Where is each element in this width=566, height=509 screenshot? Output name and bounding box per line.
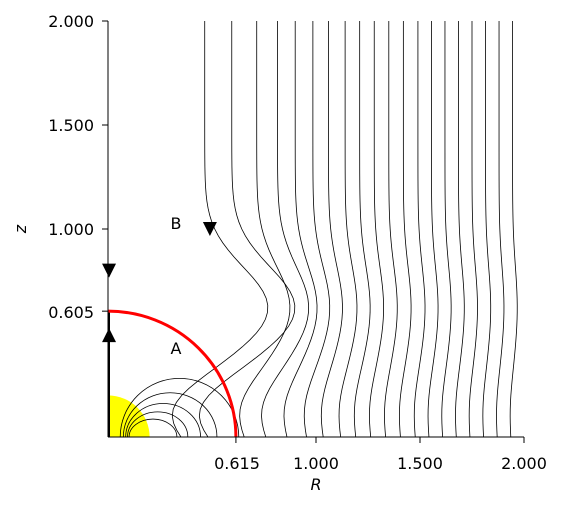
open-field-line-9 bbox=[369, 21, 385, 437]
x-tick-label-1500: 1.500 bbox=[397, 454, 443, 473]
x-tick-label-2000: 2.000 bbox=[501, 454, 547, 473]
annotation-b: B bbox=[171, 214, 182, 233]
direction-arrow-0 bbox=[202, 222, 217, 236]
x-tick-label-0615: 0.615 bbox=[214, 454, 260, 473]
open-field-line-8 bbox=[353, 21, 371, 437]
y-tick-label-2000: 2.000 bbox=[48, 12, 94, 31]
closed-field-loop-1 bbox=[127, 411, 189, 437]
annotation-a: A bbox=[171, 339, 182, 358]
open-field-line-2 bbox=[239, 21, 291, 437]
open-field-line-19 bbox=[509, 21, 518, 437]
y-tick-label-1000: 1.000 bbox=[48, 220, 94, 239]
open-field-line-12 bbox=[413, 21, 426, 437]
open-field-line-11 bbox=[398, 21, 412, 437]
open-field-line-3 bbox=[261, 21, 310, 437]
closed-field-loop-3 bbox=[122, 392, 218, 437]
plot-clipped-group bbox=[108, 21, 518, 437]
open-field-line-7 bbox=[338, 21, 358, 437]
y-tick-label-1500: 1.500 bbox=[48, 116, 94, 135]
y-tick-label-0605: 0.605 bbox=[48, 303, 94, 322]
closed-field-loop-0 bbox=[128, 418, 178, 437]
open-field-line-17 bbox=[482, 21, 492, 437]
closed-field-loop-2 bbox=[125, 403, 201, 437]
open-field-line-4 bbox=[283, 21, 318, 437]
x-axis-label: R bbox=[310, 475, 321, 494]
plot-area bbox=[102, 21, 518, 437]
y-axis-label: z bbox=[11, 224, 30, 234]
direction-arrow-1 bbox=[102, 263, 117, 278]
open-field-line-16 bbox=[468, 21, 478, 437]
red-boundary-arc bbox=[108, 309, 238, 437]
x-tick-label-1000: 1.000 bbox=[293, 454, 339, 473]
open-field-line-14 bbox=[441, 21, 452, 437]
direction-arrow-2 bbox=[102, 328, 117, 343]
open-field-line-18 bbox=[496, 21, 505, 437]
open-field-line-6 bbox=[320, 21, 343, 437]
open-field-line-15 bbox=[455, 21, 465, 437]
open-field-line-1 bbox=[198, 21, 296, 437]
open-field-line-5 bbox=[303, 21, 331, 437]
open-field-line-10 bbox=[384, 21, 398, 437]
open-field-line-13 bbox=[427, 21, 439, 437]
axes-frame bbox=[102, 20, 525, 443]
